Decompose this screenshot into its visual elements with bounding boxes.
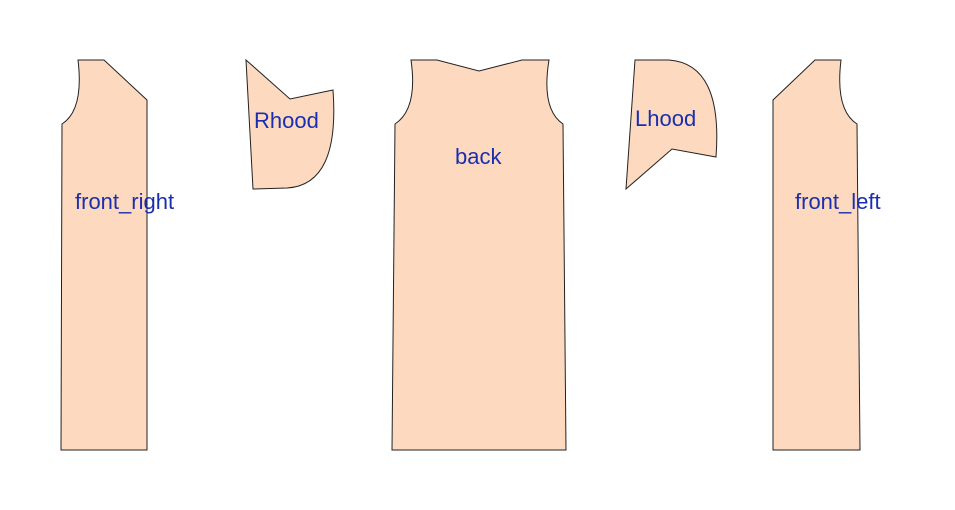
pattern-piece-rhood: Rhood [245,58,335,190]
lhood-shape [625,59,718,191]
front-left-shape [772,59,861,451]
lhood-label: Lhood [635,106,696,131]
front-right-label: front_right [75,189,174,214]
rhood-label: Rhood [254,108,319,133]
front-left-label: front_left [795,189,881,214]
pattern-piece-front-left: front_left [772,59,881,451]
pattern-piece-front-right: front_right [60,59,174,451]
front-right-shape [60,59,148,451]
pattern-piece-back: back [391,59,567,451]
back-label: back [455,144,502,169]
back-shape [391,59,567,451]
pattern-piece-lhood: Lhood [625,59,718,191]
rhood-shape [245,58,335,190]
